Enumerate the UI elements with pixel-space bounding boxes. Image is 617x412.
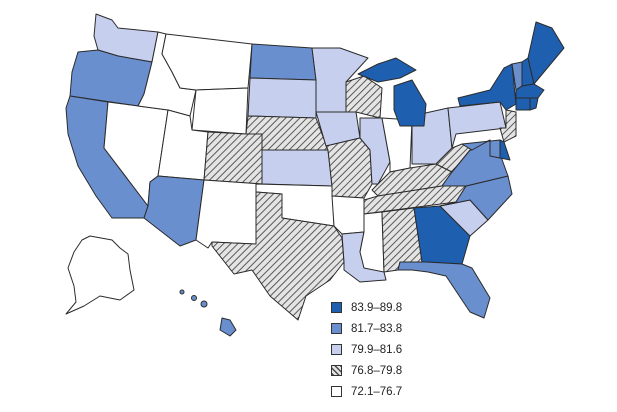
state-HI-islet [191,295,197,301]
legend-label: 72.1–76.7 [351,385,403,398]
legend-swatch [331,386,342,397]
legend-label: 81.7–83.8 [351,322,403,335]
legend-item: 83.9–89.8 [331,298,461,317]
state-AR [331,195,365,235]
state-AK [65,235,135,315]
state-WY [191,87,249,135]
state-MS [359,211,385,273]
legend-item: 72.1–76.7 [331,382,461,401]
state-TX [211,191,345,321]
state-DE [499,139,511,161]
legend-label: 79.9–81.6 [351,343,403,356]
state-NM [195,179,263,249]
legend-swatch [331,323,342,334]
legend-label: 76.8–79.8 [351,364,403,377]
legend-item: 79.9–81.6 [331,340,461,359]
state-MI [393,79,427,127]
state-CO [203,131,263,185]
legend-swatch [331,344,342,355]
state-AZ [143,175,205,247]
state-ME [527,21,565,85]
state-HI-islet [179,289,185,295]
map-legend: 83.9–89.8 81.7–83.8 79.9–81.6 76.8–79.8 72.1… [331,298,461,403]
state-MD [461,139,501,159]
state-ND [249,43,317,81]
state-WI [345,75,383,119]
state-SD [247,77,317,119]
state-HI [219,317,237,337]
state-FL [397,261,491,319]
state-MO [325,137,373,199]
legend-swatch [331,302,342,313]
legend-item: 76.8–79.8 [331,361,461,380]
state-CT [515,97,531,111]
state-NY [457,63,517,111]
legend-label: 83.9–89.8 [351,301,403,314]
state-KS [261,149,333,187]
state-HI-islet [200,300,208,308]
state-RI [529,97,539,111]
legend-item: 81.7–83.8 [331,319,461,338]
legend-swatch [331,365,342,376]
state-MI-upper [357,57,417,83]
